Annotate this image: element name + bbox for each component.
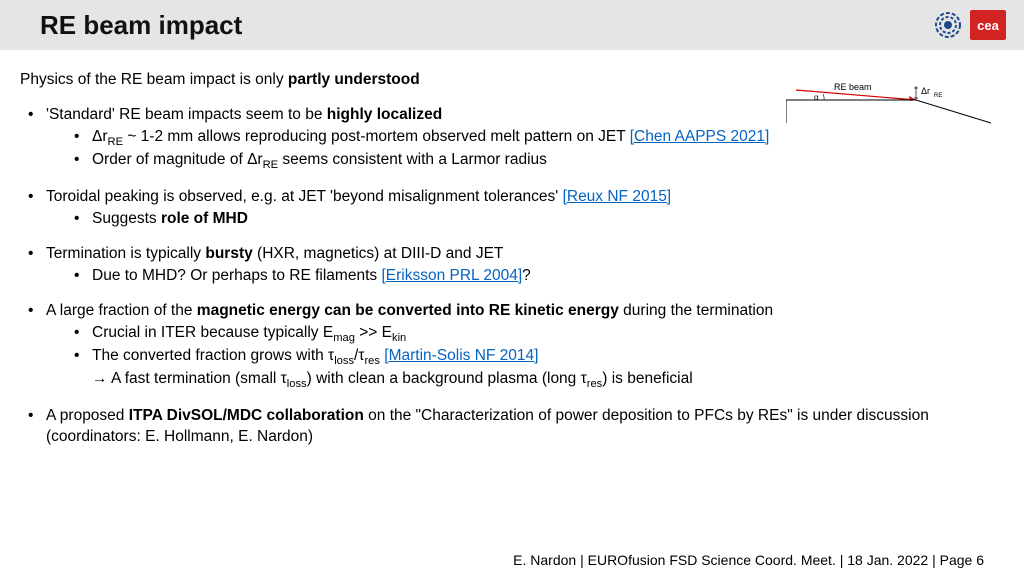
bullet-1-sub-2: Order of magnitude of ΔrRE seems consist…: [92, 150, 1004, 173]
svg-text:Δr: Δr: [921, 86, 930, 96]
bullet-1: 'Standard' RE beam impacts seem to be hi…: [46, 105, 1004, 173]
link-eriksson[interactable]: [Eriksson PRL 2004]: [381, 267, 522, 284]
eurofusion-logo-icon: [932, 9, 964, 41]
link-chen[interactable]: [Chen AAPPS 2021]: [630, 128, 770, 145]
intro-text: Physics of the RE beam impact is only: [20, 71, 288, 88]
bullet-2-sub-1: Suggests role of MHD: [92, 209, 1004, 230]
bullet-1-sub-1: ΔrRE ~ 1-2 mm allows reproducing post-mo…: [92, 127, 1004, 150]
slide-header: RE beam impact cea: [0, 0, 1024, 50]
slide-footer: E. Nardon | EUROfusion FSD Science Coord…: [513, 552, 984, 568]
bullet-5: A proposed ITPA DivSOL/MDC collaboration…: [46, 406, 1004, 448]
cea-logo-icon: cea: [970, 10, 1006, 40]
bullet-3-sub-1: Due to MHD? Or perhaps to RE filaments […: [92, 266, 1004, 287]
diagram-label-alpha: α: [814, 93, 819, 102]
link-martin-solis[interactable]: [Martin-Solis NF 2014]: [384, 347, 538, 364]
bullet-2: Toroidal peaking is observed, e.g. at JE…: [46, 187, 1004, 230]
bullet-4: A large fraction of the magnetic energy …: [46, 301, 1004, 392]
diagram-label-beam: RE beam: [834, 82, 872, 92]
svg-text:RE: RE: [934, 93, 942, 99]
bullet-4-sub-2: The converted fraction grows with τloss/…: [92, 346, 1004, 392]
intro-bold: partly understood: [288, 71, 420, 88]
logo-group: cea: [932, 9, 1006, 41]
link-reux[interactable]: [Reux NF 2015]: [563, 188, 672, 205]
bullet-3: Termination is typically bursty (HXR, ma…: [46, 244, 1004, 287]
slide-body: Physics of the RE beam impact is only pa…: [0, 50, 1024, 448]
slide-title: RE beam impact: [40, 10, 242, 41]
bullet-4-sub-1: Crucial in ITER because typically Emag >…: [92, 323, 1004, 346]
